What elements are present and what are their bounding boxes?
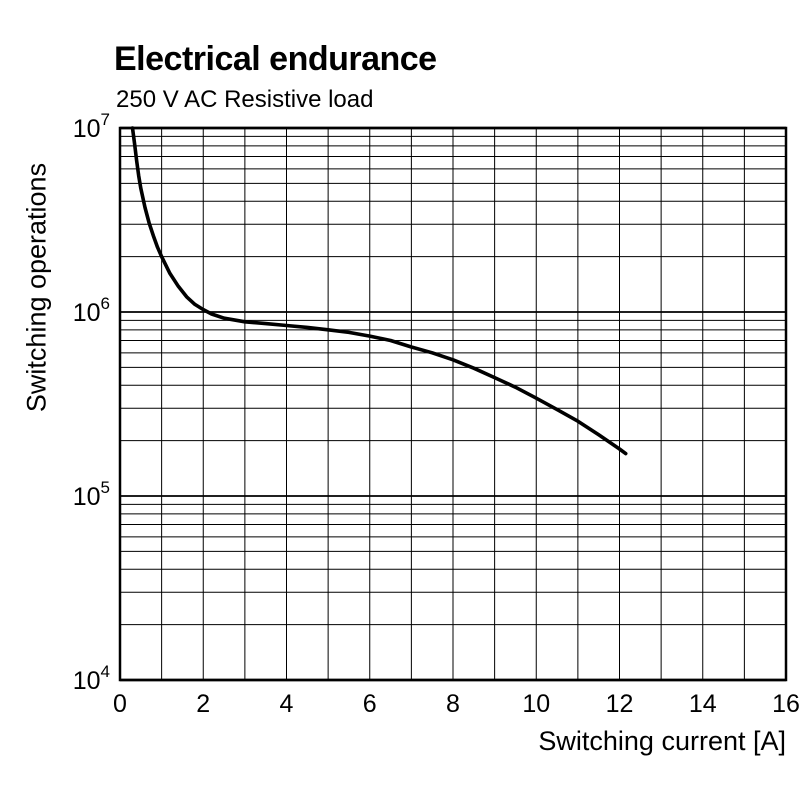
chart-title: Electrical endurance (114, 40, 437, 78)
y-tick-label: 106 (73, 294, 110, 327)
x-tick-label: 14 (689, 690, 717, 718)
x-tick-label: 2 (196, 690, 210, 718)
y-tick-label: 105 (73, 478, 110, 511)
x-tick-label: 16 (772, 690, 800, 718)
x-tick-label: 6 (363, 690, 377, 718)
endurance-curve (130, 126, 628, 456)
plot-frame (118, 126, 788, 682)
y-tick-label: 107 (73, 110, 110, 143)
x-axis-label: Switching current [A] (538, 726, 786, 756)
y-axis-label: Switching operations (21, 162, 52, 413)
x-tick-label: 0 (113, 690, 127, 718)
chart-subtitle: 250 V AC Resistive load (116, 86, 374, 113)
x-tick-label: 4 (280, 690, 294, 718)
x-tick-label: 8 (446, 690, 460, 718)
y-tick-label: 104 (73, 662, 110, 695)
x-tick-label: 12 (606, 690, 634, 718)
x-tick-label: 10 (522, 690, 550, 718)
